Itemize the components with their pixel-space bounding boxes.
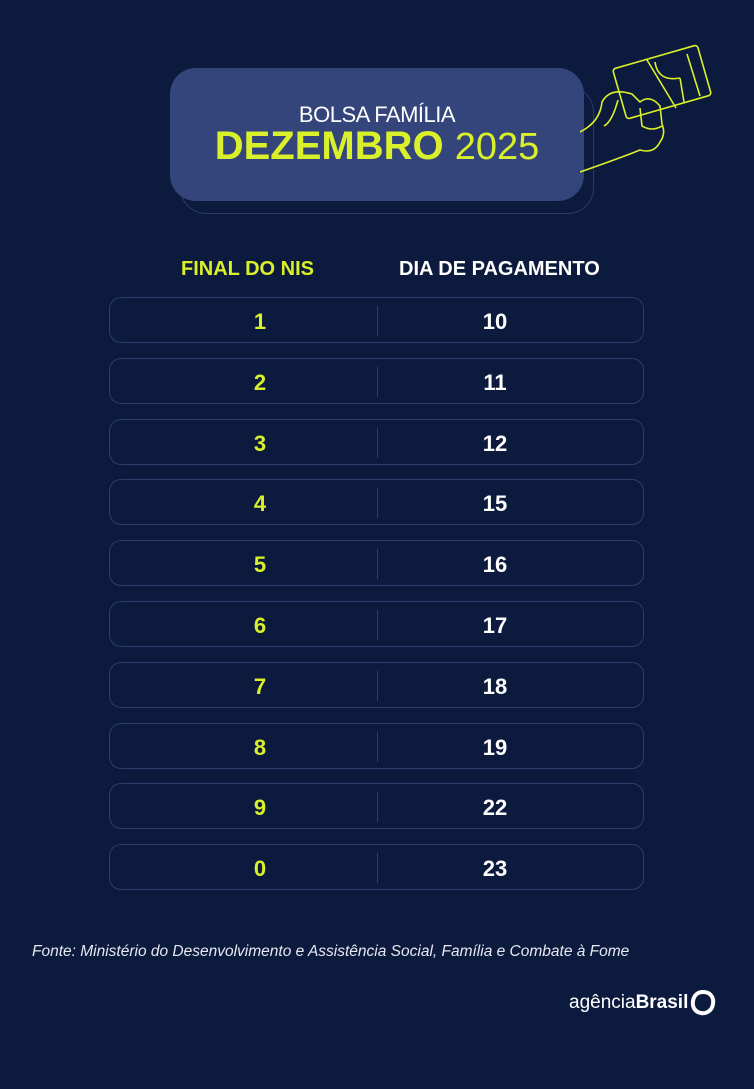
logo-text-light: agência (569, 992, 636, 1013)
nis-final-digit: 2 (253, 369, 267, 395)
row-divider (377, 306, 378, 336)
payment-day: 19 (482, 734, 508, 760)
payment-day: 23 (482, 856, 508, 882)
table-row: 0 23 (109, 844, 644, 891)
nis-final-digit: 6 (253, 613, 267, 638)
table-row: 2 11 (109, 357, 644, 404)
nis-final-digit: 7 (253, 673, 267, 699)
table-row: 3 12 (109, 418, 644, 465)
header-box: BOLSA FAMÍLIA DEZEMBRO 2025 (170, 68, 584, 201)
nis-final-digit: 1 (253, 309, 267, 334)
agencia-brasil-logo-icon (691, 990, 716, 1016)
nis-final-digit: 4 (253, 491, 267, 517)
row-divider (377, 549, 378, 580)
nis-final-digit: 5 (253, 552, 267, 578)
nis-final-digit: 3 (253, 430, 267, 456)
row-divider (377, 792, 378, 823)
hand-holding-card-icon (580, 44, 712, 173)
row-divider (377, 853, 378, 884)
payment-day: 12 (482, 430, 508, 456)
header-subtitle: BOLSA FAMÍLIA (298, 102, 456, 127)
header-month: DEZEMBRO (214, 124, 444, 168)
table-row: 1 10 (109, 297, 644, 343)
nis-final-digit: 8 (253, 734, 267, 760)
agencia-brasil-logo: agência Brasil (569, 990, 716, 1016)
payment-day: 15 (482, 491, 508, 517)
table-row: 9 22 (109, 783, 644, 830)
payment-day: 17 (482, 613, 508, 638)
payment-day: 22 (482, 795, 508, 821)
payment-day: 10 (482, 309, 508, 334)
logo-text-bold: Brasil (635, 992, 689, 1013)
column-header-day: DIA DE PAGAMENTO (399, 258, 600, 280)
payment-day: 18 (482, 673, 508, 699)
row-divider (377, 670, 378, 701)
source-note: Fonte: Ministério do Desenvolvimento e A… (32, 943, 630, 960)
table-row: 4 15 (109, 479, 644, 526)
row-divider (377, 488, 378, 519)
row-divider (377, 731, 378, 762)
nis-final-digit: 0 (253, 856, 267, 882)
nis-final-digit: 9 (253, 795, 267, 821)
table-row: 7 18 (109, 661, 644, 708)
column-header-nis: FINAL DO NIS (181, 258, 314, 280)
row-divider (377, 366, 378, 397)
payment-day: 11 (483, 369, 507, 395)
row-divider (377, 427, 378, 458)
table-row: 5 16 (109, 540, 644, 587)
payment-day: 16 (482, 552, 508, 578)
table-row: 8 19 (109, 722, 644, 769)
table-row: 6 17 (109, 601, 644, 647)
header-year: 2025 (454, 126, 540, 168)
row-divider (377, 610, 378, 640)
header-title: DEZEMBRO 2025 (170, 124, 584, 169)
